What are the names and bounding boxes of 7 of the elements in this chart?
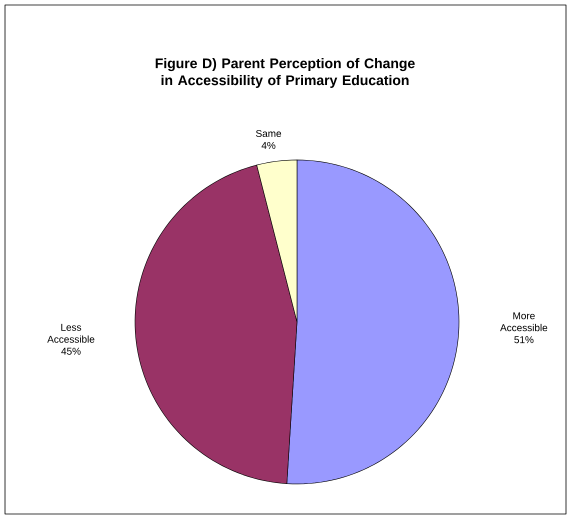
slice-label: Less Accessible (47, 324, 94, 343)
data-label: 4% (262, 142, 276, 149)
data-label: 45% (61, 348, 81, 355)
chart-title: Figure D) Parent Perception of Change in Accessibility of Primary Education (156, 58, 415, 88)
slice-label: Same (256, 130, 282, 138)
data-label: 51% (514, 336, 534, 344)
slice-label: More Accessible (500, 312, 548, 332)
